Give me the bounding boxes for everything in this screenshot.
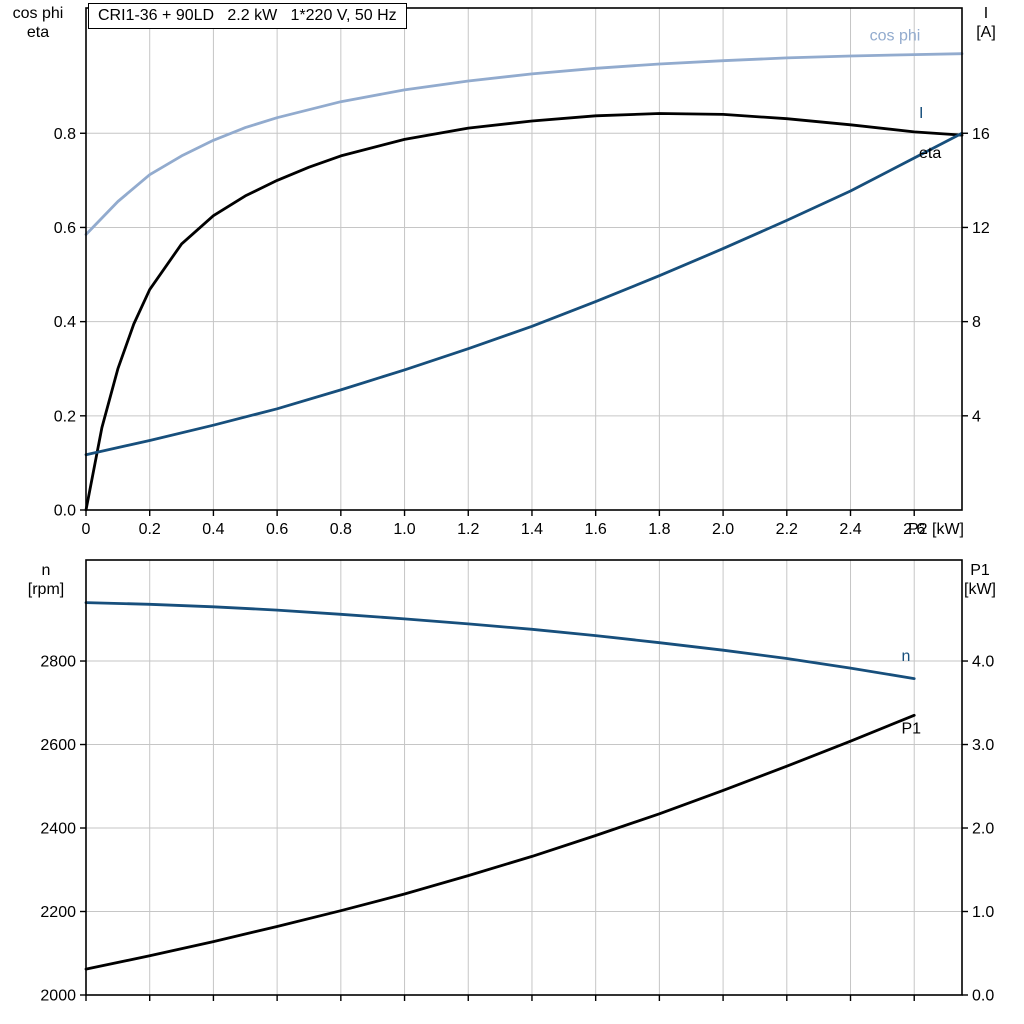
x-tick-label: 2.6 [903, 521, 925, 538]
current-label: I [919, 105, 923, 122]
cos-phi-label: cos phi [870, 27, 921, 44]
right-tick-label: 0.0 [972, 988, 994, 1005]
p1-label: P1 [901, 721, 921, 738]
x-tick-label: 2.0 [712, 521, 734, 538]
bottom-chart-right-axis-title: P1 [kW] [950, 561, 1010, 599]
plot-border [85, 7, 963, 511]
right-tick-label: 4 [972, 408, 981, 425]
speed-label: n [901, 648, 910, 665]
right-axis-label-line1: P1 [970, 562, 990, 579]
speed-curve [84, 601, 916, 680]
right-axis-label-line2: [A] [976, 24, 996, 41]
right-tick-label: 4.0 [972, 654, 994, 671]
left-tick-label: 2600 [40, 737, 76, 754]
x-tick-label: 0.8 [330, 521, 352, 538]
x-tick-label: 1.2 [457, 521, 479, 538]
current-curve [84, 131, 964, 457]
x-tick-label: 2.2 [776, 521, 798, 538]
top-chart-left-axis-title: cos phi eta [0, 4, 76, 42]
right-tick-label: 3.0 [972, 737, 994, 754]
left-axis-label-line1: n [41, 562, 51, 579]
eta-curve [84, 112, 964, 512]
x-tick-label: 0 [82, 521, 91, 538]
x-tick-label: 1.4 [521, 521, 543, 538]
x-tick-label: 1.8 [648, 521, 670, 538]
left-tick-label: 2200 [40, 904, 76, 921]
plot-border [85, 559, 963, 996]
chart-panel-0: 0 0.2 0.4 0.6 0.8 1.0 1.2 1.4 1.6 1.8 2.0 2.2 2.4 2.6… [54, 7, 990, 538]
left-axis-label-line2: [rpm] [27, 581, 65, 598]
right-tick-label: 12 [972, 220, 990, 237]
left-tick-label: 0.6 [54, 220, 76, 237]
x-tick-label: 0.6 [266, 521, 288, 538]
right-tick-label: 1.0 [972, 904, 994, 921]
bottom-chart-left-axis-title: n [rpm] [8, 561, 84, 599]
left-tick-label: 0.0 [54, 503, 76, 520]
x-axis-unit-label: P2 [kW] [908, 521, 964, 538]
right-tick-label: 8 [972, 314, 981, 331]
right-tick-label: 16 [972, 126, 990, 143]
cos-phi-curve [84, 52, 964, 236]
chart-title-box: CRI1-36 + 90LD 2.2 kW 1*220 V, 50 Hz [88, 3, 407, 29]
x-tick-label: 0.2 [139, 521, 161, 538]
left-tick-label: 2400 [40, 821, 76, 838]
x-tick-label: 0.4 [202, 521, 224, 538]
left-axis-label-line1: cos phi [12, 5, 64, 22]
right-axis-label-line1: I [983, 5, 989, 22]
right-tick-label: 2.0 [972, 821, 994, 838]
x-tick-label: 1.6 [585, 521, 607, 538]
x-tick-label: 1.0 [393, 521, 415, 538]
left-tick-label: 0.4 [54, 314, 76, 331]
p1-curve [84, 713, 916, 971]
left-tick-label: 0.2 [54, 408, 76, 425]
x-tick-label: 2.4 [839, 521, 861, 538]
eta-label: eta [919, 145, 941, 162]
left-tick-label: 2800 [40, 654, 76, 671]
left-axis-label-line2: eta [26, 24, 50, 41]
chart-panel-1: 2000 2200 2400 2600 2800 0.0 1.0 2.0 3.0 4.0 n P1 [40, 559, 994, 1005]
left-tick-label: 0.8 [54, 126, 76, 143]
right-axis-label-line2: [kW] [964, 581, 996, 598]
top-chart-right-axis-title: I [A] [958, 4, 1014, 42]
left-tick-label: 2000 [40, 988, 76, 1005]
